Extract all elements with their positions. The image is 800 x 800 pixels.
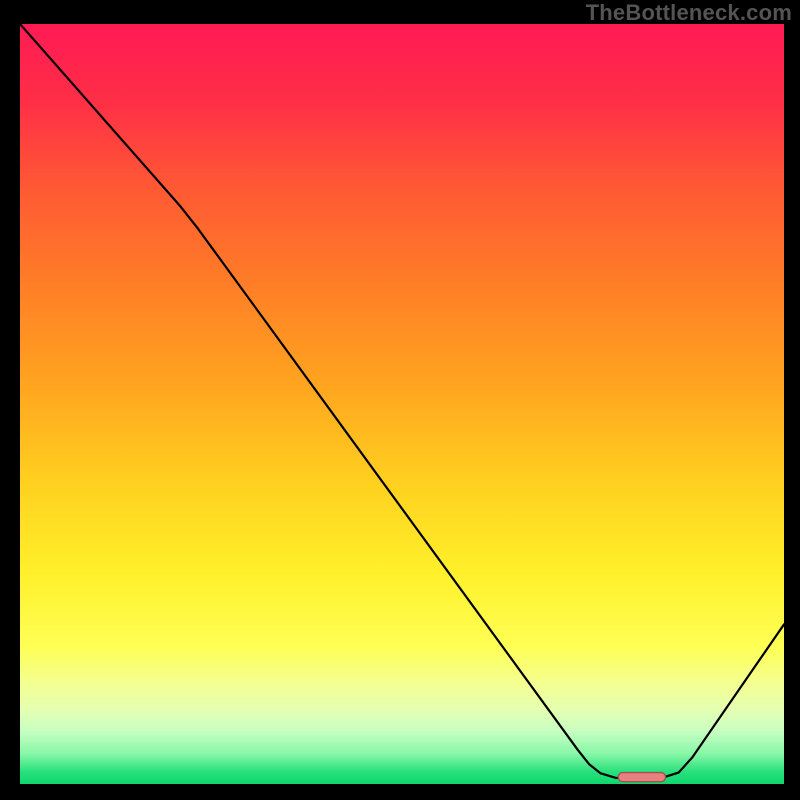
watermark-text: TheBottleneck.com — [586, 0, 792, 26]
chart-container: TheBottleneck.com — [0, 0, 800, 800]
optimal-range-marker — [618, 773, 665, 782]
gradient-background — [20, 24, 784, 784]
plot-area — [20, 24, 784, 784]
